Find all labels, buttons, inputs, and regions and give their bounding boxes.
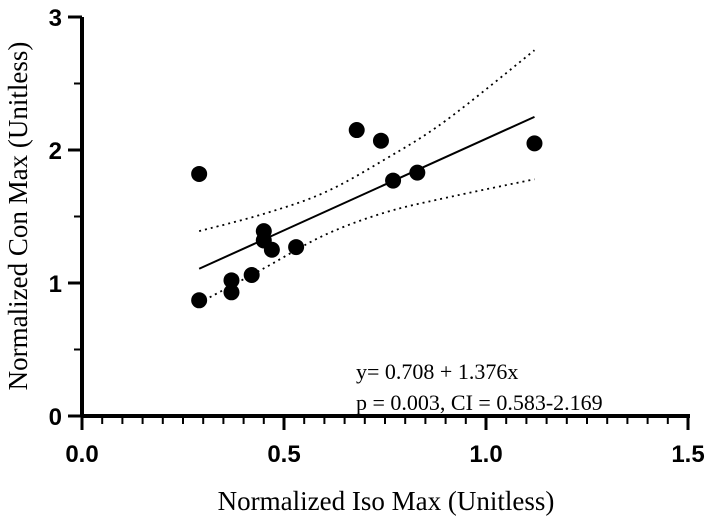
regression-line [198, 115, 535, 270]
data-point [288, 239, 305, 256]
y-tick-label: 3 [49, 5, 62, 32]
regression-equation: y= 0.708 + 1.376x [356, 359, 518, 384]
x-axis: 0.0 0.5 1.0 1.5 [65, 414, 705, 468]
data-point [372, 132, 389, 149]
y-tick-label: 1 [49, 271, 62, 298]
data-point [348, 122, 365, 139]
data-point [243, 267, 260, 284]
x-tick-label: 0.5 [267, 441, 300, 468]
x-axis-title: Normalized Iso Max (Unitless) [218, 486, 555, 516]
y-axis-title: Normalized Con Max (Unitless) [3, 42, 33, 391]
y-axis: 0 1 2 3 [49, 5, 84, 431]
data-point [526, 135, 543, 152]
x-tick-label: 0.0 [65, 441, 98, 468]
data-point [223, 284, 240, 301]
x-tick-label: 1.5 [671, 441, 704, 468]
data-point [263, 241, 280, 258]
data-point [191, 292, 208, 309]
ci-lower-curve [198, 178, 535, 304]
data-point [385, 172, 402, 189]
y-ticks: 0 1 2 3 [49, 5, 82, 431]
regression-stats: p = 0.003, CI = 0.583-2.169 [356, 390, 603, 415]
y-tick-label: 0 [49, 404, 62, 431]
x-tick-label: 1.0 [469, 441, 502, 468]
data-point [409, 164, 426, 181]
x-ticks: 0.0 0.5 1.0 1.5 [65, 416, 705, 468]
y-tick-label: 2 [49, 138, 62, 165]
confidence-interval [198, 49, 536, 304]
data-point [191, 165, 208, 182]
data-point [223, 272, 240, 289]
data-points [191, 122, 543, 309]
